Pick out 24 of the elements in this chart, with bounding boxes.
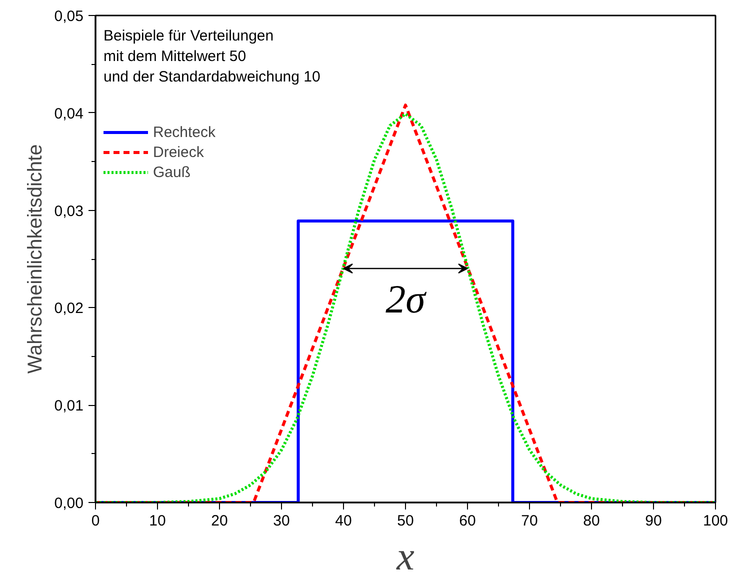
x-tick-label: 10 bbox=[149, 512, 166, 530]
legend-label: Dreieck bbox=[153, 144, 204, 160]
x-axis-title: x bbox=[396, 534, 415, 578]
x-tick-label: 60 bbox=[459, 512, 476, 530]
x-tick-label: 90 bbox=[645, 512, 662, 530]
annotation: Beispiele für Verteilungen mit dem Mittelwert 50 und der Standardabweichung 10 bbox=[104, 28, 320, 86]
annotation: 2σ bbox=[386, 276, 427, 322]
x-tick-label: 30 bbox=[273, 512, 290, 530]
x-tick-label: 40 bbox=[335, 512, 352, 530]
legend-label: Rechteck bbox=[153, 124, 216, 140]
y-axis-title: Wahrscheinlichkeitsdichte bbox=[24, 144, 46, 374]
legend-label: Gauß bbox=[153, 164, 191, 180]
y-tick-label: 0,03 bbox=[54, 202, 84, 220]
x-tick-label: 80 bbox=[583, 512, 600, 530]
y-tick-label: 0,02 bbox=[54, 300, 84, 318]
y-tick-label: 0,01 bbox=[54, 398, 84, 415]
y-tick-label: 0,05 bbox=[54, 8, 84, 25]
x-tick-label: 50 bbox=[397, 512, 414, 530]
x-tick-label: 0 bbox=[91, 512, 100, 530]
x-tick-label: 20 bbox=[211, 512, 228, 530]
x-tick-label: 70 bbox=[521, 512, 538, 530]
x-tick-label: 100 bbox=[702, 512, 728, 530]
y-tick-label: 0,04 bbox=[54, 105, 84, 122]
y-tick-label: 0,00 bbox=[54, 495, 84, 512]
